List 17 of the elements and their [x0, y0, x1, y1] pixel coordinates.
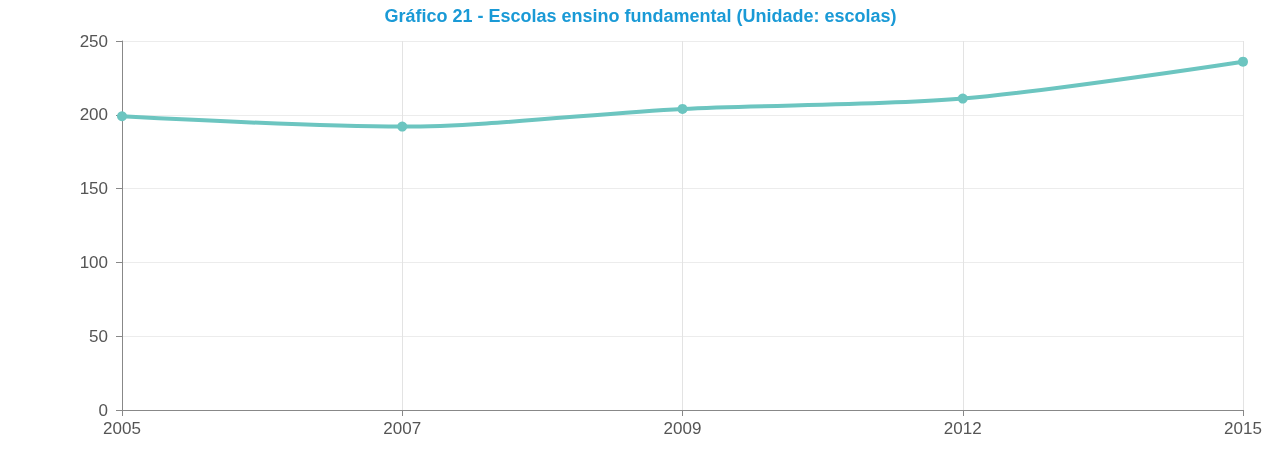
point [397, 121, 408, 132]
y-tick-label: 100 [79, 252, 108, 272]
y-tick-label: 250 [79, 31, 108, 51]
x-tick-label: 2005 [103, 419, 141, 438]
point [1238, 56, 1248, 67]
y-tick-label: 150 [79, 179, 108, 199]
point [117, 111, 127, 122]
y-tick-label: 50 [89, 326, 108, 346]
x-tick-label: 2015 [1224, 419, 1262, 438]
point [677, 103, 688, 114]
x-tick-label: 2012 [943, 419, 982, 438]
chart-title: Gráfico 21 - Escolas ensino fundamental (Unidade: escolas) [384, 6, 897, 26]
y-tick-label: 0 [98, 400, 108, 420]
point [957, 93, 968, 104]
y-tick-label: 200 [79, 105, 108, 125]
x-tick-label: 2007 [383, 419, 422, 438]
x-tick-label: 2009 [663, 419, 702, 438]
